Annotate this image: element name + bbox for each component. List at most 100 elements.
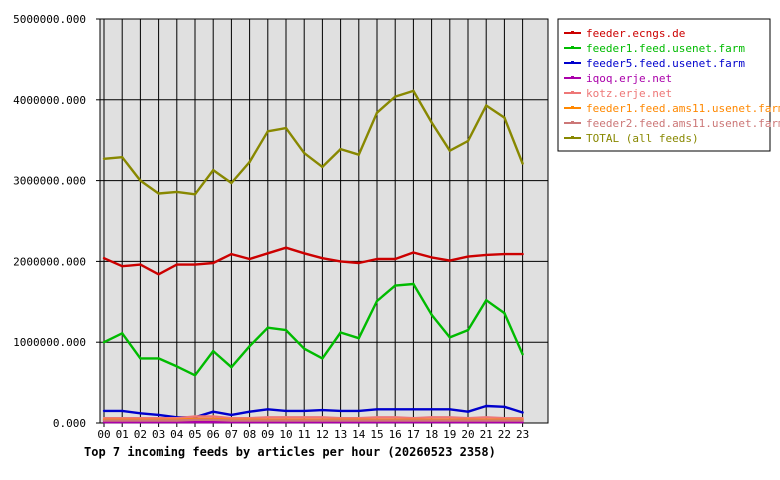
data-point [375, 408, 379, 411]
data-point [394, 284, 397, 287]
legend-label: kotz.erje.net [586, 87, 672, 100]
legend-label: TOTAL (all feeds) [586, 132, 699, 145]
data-point [466, 410, 470, 413]
x-tick-label: 22 [498, 428, 511, 441]
data-point [375, 111, 379, 114]
x-tick-label: 09 [261, 428, 274, 441]
x-tick-label: 14 [352, 428, 366, 441]
data-point [466, 419, 470, 422]
data-point [212, 415, 215, 418]
data-point [503, 116, 506, 119]
data-point [303, 347, 306, 350]
grid [96, 18, 548, 427]
legend: feeder.ecngs.de feeder1.feed.usenet.farm f… [557, 18, 780, 152]
data-point [157, 413, 160, 417]
data-point [230, 419, 233, 422]
data-point [412, 251, 415, 254]
data-point [303, 409, 306, 413]
data-point [394, 408, 397, 411]
x-tick-label: 18 [425, 428, 438, 441]
data-point [121, 332, 124, 335]
data-point [121, 156, 124, 159]
y-tick-label: 3000000.000 [13, 175, 86, 188]
x-tick-label: 05 [188, 428, 201, 441]
data-point [521, 419, 524, 422]
data-point [503, 252, 506, 256]
data-point [521, 411, 524, 414]
data-point [339, 331, 342, 334]
x-tick-label: 21 [480, 428, 493, 441]
data-point [175, 419, 178, 422]
x-tick-label: 08 [243, 428, 256, 441]
data-point [485, 253, 488, 257]
x-tick-label: 03 [152, 428, 165, 441]
data-point [193, 418, 197, 421]
data-point [485, 419, 488, 422]
data-point [412, 282, 415, 286]
data-point [157, 357, 160, 360]
data-point [212, 410, 215, 413]
data-point [212, 349, 215, 353]
data-point [121, 419, 124, 422]
data-point [248, 257, 251, 261]
legend-label: feeder1.feed.ams11.usenet.farm [586, 102, 780, 115]
data-point [485, 404, 488, 408]
x-tick-label: 23 [516, 428, 529, 441]
data-point [157, 419, 160, 422]
data-point [339, 409, 342, 413]
legend-label: iqoq.erje.net [586, 72, 672, 85]
data-point [175, 190, 178, 194]
data-point [321, 408, 324, 412]
data-point [175, 263, 178, 266]
y-tick-label: 2000000.000 [13, 255, 86, 268]
data-point [412, 89, 415, 93]
series-line-6 [104, 418, 523, 422]
data-point [430, 416, 433, 419]
data-point [121, 265, 124, 268]
data-point [303, 419, 306, 422]
data-point [139, 179, 142, 182]
data-point [521, 162, 524, 165]
data-point [503, 419, 506, 422]
x-tick-label: 17 [407, 428, 420, 441]
data-point [466, 255, 470, 258]
data-point [139, 419, 142, 422]
data-point [394, 257, 397, 261]
data-point [339, 260, 342, 263]
x-tick-label: 19 [443, 428, 456, 441]
data-point [303, 252, 306, 255]
data-point [266, 326, 269, 329]
data-point [375, 416, 379, 419]
data-point [248, 419, 251, 422]
legend-label: feeder5.feed.usenet.farm [586, 57, 745, 70]
data-point [321, 165, 324, 169]
data-point [357, 419, 360, 422]
data-point [394, 95, 397, 98]
y-tick-label: 5000000.000 [13, 13, 86, 26]
x-tick-label: 00 [97, 428, 110, 441]
data-point [321, 419, 324, 422]
data-point [357, 261, 360, 265]
data-point [448, 259, 451, 262]
data-point [339, 419, 342, 422]
x-tick-label: 04 [170, 428, 184, 441]
x-tick-label: 15 [370, 428, 383, 441]
data-point [193, 193, 197, 196]
data-point [193, 374, 197, 377]
series-line-7 [103, 89, 524, 196]
data-point [485, 104, 488, 107]
x-tick-label: 07 [225, 428, 238, 441]
legend-marker [571, 61, 574, 64]
data-point [230, 181, 233, 185]
legend-label: feeder2.feed.ams11.usenet.farm [586, 117, 780, 130]
data-point [139, 357, 142, 360]
legend-marker [571, 106, 574, 109]
legend-label: feeder.ecngs.de [586, 27, 685, 40]
tick-labels: 00 01 02 03 04 05 06 07 08 09 10 11 12 13 14 15 16 17 18 19… [13, 13, 529, 441]
legend-marker [571, 136, 574, 139]
data-point [139, 412, 142, 415]
x-tick-label: 16 [389, 428, 402, 441]
data-point [466, 328, 470, 332]
data-point [357, 409, 360, 413]
